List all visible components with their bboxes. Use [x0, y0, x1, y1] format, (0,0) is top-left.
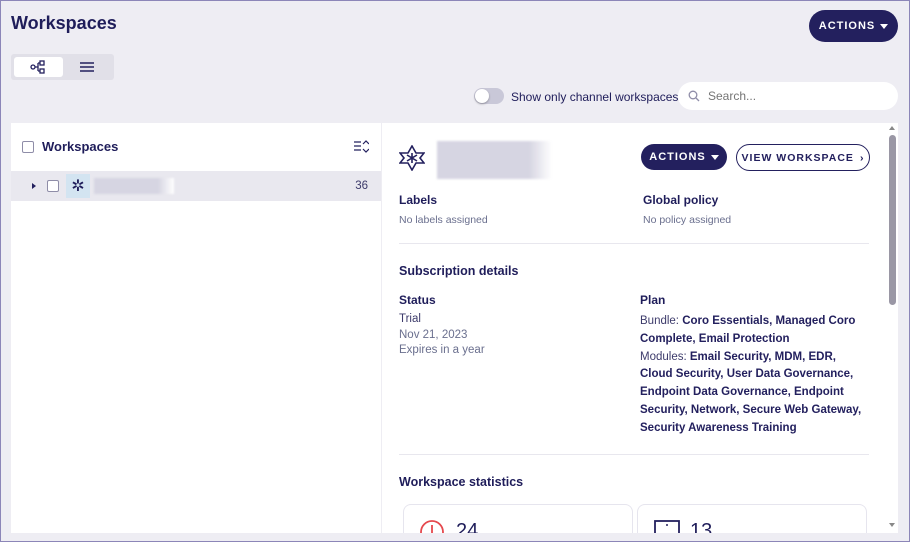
policy-value: No policy assigned	[643, 214, 732, 226]
actions-label: ACTIONS	[649, 151, 706, 163]
tree-view-button[interactable]	[14, 57, 63, 77]
stat-card[interactable]: 24	[403, 504, 633, 533]
workspace-name-redacted	[94, 178, 174, 194]
view-workspace-button[interactable]: VIEW WORKSPACE ›	[736, 144, 870, 171]
select-all-checkbox[interactable]	[22, 141, 34, 153]
scrollbar[interactable]	[887, 123, 898, 533]
search-icon	[688, 90, 700, 102]
workspace-logo-icon	[399, 145, 425, 171]
view-toggle	[11, 54, 114, 80]
stat-value: 24	[456, 520, 479, 533]
policy-title: Global policy	[643, 193, 719, 207]
status-value: Trial	[399, 313, 421, 325]
labels-value: No labels assigned	[399, 214, 488, 226]
stat-card[interactable]: 13	[637, 504, 867, 533]
channel-toggle-label: Show only channel workspaces	[511, 90, 679, 104]
sort-icon[interactable]	[354, 140, 369, 153]
scroll-down-icon[interactable]	[889, 523, 895, 527]
workspace-detail: ACTIONS VIEW WORKSPACE › Labels No labels…	[382, 123, 898, 533]
chevron-right-icon: ›	[859, 151, 865, 164]
tree-header: Workspaces	[42, 139, 119, 154]
plan-title: Plan	[640, 293, 666, 307]
stats-title: Workspace statistics	[399, 475, 524, 489]
list-icon	[79, 62, 94, 72]
workspace-logo-icon: ✲	[66, 174, 90, 198]
page-title: Workspaces	[11, 13, 117, 33]
workspace-actions-button[interactable]: ACTIONS	[641, 144, 727, 170]
caret-down-icon	[880, 23, 889, 29]
workspace-count: 36	[355, 180, 368, 192]
workspace-tree: Workspaces ✲ 36	[11, 123, 381, 533]
stat-value: 13	[690, 520, 713, 533]
alert-circle-icon	[420, 520, 444, 533]
scrollbar-thumb[interactable]	[889, 135, 896, 305]
plan-bundle: Bundle: Coro Essentials, Managed Coro Co…	[640, 315, 856, 345]
plan-modules: Modules: Email Security, MDM, EDR, Cloud…	[640, 350, 862, 434]
status-title: Status	[399, 293, 436, 307]
caret-down-icon	[710, 154, 719, 160]
search-input[interactable]	[708, 89, 878, 103]
list-view-button[interactable]	[63, 57, 112, 77]
status-expires: Expires in a year	[399, 344, 485, 356]
workspace-name-redacted	[437, 141, 552, 179]
search-field[interactable]	[678, 82, 898, 110]
divider	[399, 454, 869, 455]
view-workspace-label: VIEW WORKSPACE	[741, 151, 854, 164]
device-icon	[654, 520, 680, 533]
divider	[399, 243, 869, 244]
expand-icon[interactable]	[32, 183, 36, 189]
hierarchy-icon	[30, 60, 45, 74]
row-checkbox[interactable]	[47, 180, 59, 192]
actions-button[interactable]: ACTIONS	[809, 10, 898, 42]
tree-row[interactable]: ✲ 36	[11, 171, 381, 201]
subscription-title: Subscription details	[399, 264, 519, 278]
actions-label: ACTIONS	[818, 20, 876, 32]
status-date: Nov 21, 2023	[399, 328, 468, 341]
labels-title: Labels	[399, 193, 438, 207]
scroll-up-icon[interactable]	[889, 126, 895, 130]
channel-workspaces-toggle[interactable]	[474, 88, 504, 104]
